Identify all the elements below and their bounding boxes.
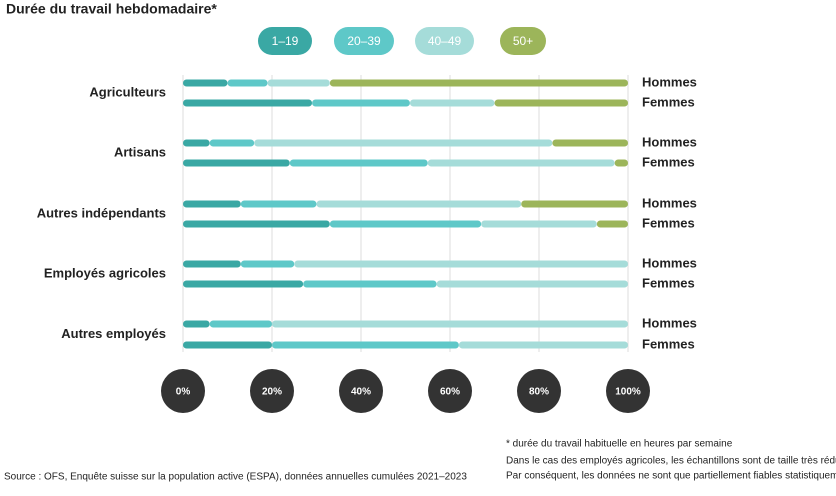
row-label: Hommes bbox=[642, 315, 697, 330]
legend-swatch bbox=[415, 27, 474, 55]
bar-segment bbox=[183, 99, 313, 107]
legend-label: 40–49 bbox=[428, 34, 462, 48]
x-tick-label: 100% bbox=[615, 387, 641, 398]
row-label: Hommes bbox=[642, 195, 697, 210]
bar-segment bbox=[227, 79, 268, 87]
bar-segment bbox=[183, 260, 241, 268]
bar-segment bbox=[409, 99, 495, 107]
row-label: Femmes bbox=[642, 275, 695, 290]
x-tick-label: 40% bbox=[351, 387, 371, 398]
bar-segment bbox=[521, 200, 628, 208]
bar-segment bbox=[254, 139, 553, 147]
bar-segment bbox=[436, 280, 628, 288]
row-label: Hommes bbox=[642, 134, 697, 149]
bar-segment bbox=[272, 320, 628, 328]
bar-segment bbox=[289, 159, 428, 167]
bar-segment bbox=[458, 341, 628, 349]
bar-segment bbox=[183, 159, 290, 167]
row-label: Femmes bbox=[642, 94, 695, 109]
bar-segment bbox=[427, 159, 615, 167]
note: Dans le cas des employés agricoles, les … bbox=[506, 456, 836, 467]
bar-segment bbox=[596, 220, 628, 228]
row-label: Femmes bbox=[642, 336, 695, 351]
bar-segment bbox=[183, 79, 228, 87]
tick-mark bbox=[428, 369, 472, 413]
bar-segment bbox=[183, 280, 304, 288]
group-label: Artisans bbox=[114, 144, 166, 159]
x-tick-label: 0% bbox=[176, 387, 191, 398]
x-tick-label: 80% bbox=[529, 387, 549, 398]
tick-mark bbox=[161, 369, 205, 413]
x-tick-label: 60% bbox=[440, 387, 460, 398]
bar-segment bbox=[240, 260, 295, 268]
row-label: Femmes bbox=[642, 215, 695, 230]
row-label: Femmes bbox=[642, 154, 695, 169]
bar-segment bbox=[183, 341, 272, 349]
source: Source : OFS, Enquête suisse sur la popu… bbox=[4, 472, 467, 483]
bar-segment bbox=[183, 320, 210, 328]
bar-segment bbox=[183, 139, 210, 147]
bar-segment bbox=[303, 280, 437, 288]
bar-segment bbox=[552, 139, 628, 147]
group-label: Employés agricoles bbox=[44, 265, 166, 280]
legend-label: 50+ bbox=[513, 34, 533, 48]
bar-segment bbox=[329, 220, 482, 228]
group-label: Autres employés bbox=[61, 326, 166, 341]
tick-mark bbox=[250, 369, 294, 413]
legend-label: 1–19 bbox=[272, 34, 299, 48]
legend-swatch bbox=[334, 27, 394, 55]
legend-swatch bbox=[258, 27, 312, 55]
bar-segment bbox=[614, 159, 628, 167]
bar-segment bbox=[481, 220, 597, 228]
bar-segment bbox=[240, 200, 317, 208]
bar-segment bbox=[294, 260, 628, 268]
bar-segment bbox=[272, 341, 459, 349]
group-label: Agriculteurs bbox=[89, 84, 166, 99]
bar-segment bbox=[267, 79, 330, 87]
row-label: Hommes bbox=[642, 74, 697, 89]
bar-segment bbox=[312, 99, 410, 107]
bar-segment bbox=[209, 320, 272, 328]
legend-label: 20–39 bbox=[347, 34, 381, 48]
note: Par conséquent, les données ne sont que … bbox=[506, 471, 836, 482]
legend-swatch bbox=[500, 27, 546, 55]
bar-segment bbox=[494, 99, 628, 107]
group-label: Autres indépendants bbox=[37, 205, 166, 220]
bar-segment bbox=[209, 139, 255, 147]
bar-segment bbox=[316, 200, 522, 208]
bar-segment bbox=[183, 220, 330, 228]
tick-mark bbox=[517, 369, 561, 413]
chart-title: Durée du travail hebdomadaire* bbox=[6, 1, 217, 17]
footnote: * durée du travail habituelle en heures … bbox=[506, 439, 733, 450]
bar-segment bbox=[183, 200, 241, 208]
row-label: Hommes bbox=[642, 255, 697, 270]
x-tick-label: 20% bbox=[262, 387, 282, 398]
bar-segment bbox=[329, 79, 628, 87]
tick-mark bbox=[606, 369, 650, 413]
tick-mark bbox=[339, 369, 383, 413]
